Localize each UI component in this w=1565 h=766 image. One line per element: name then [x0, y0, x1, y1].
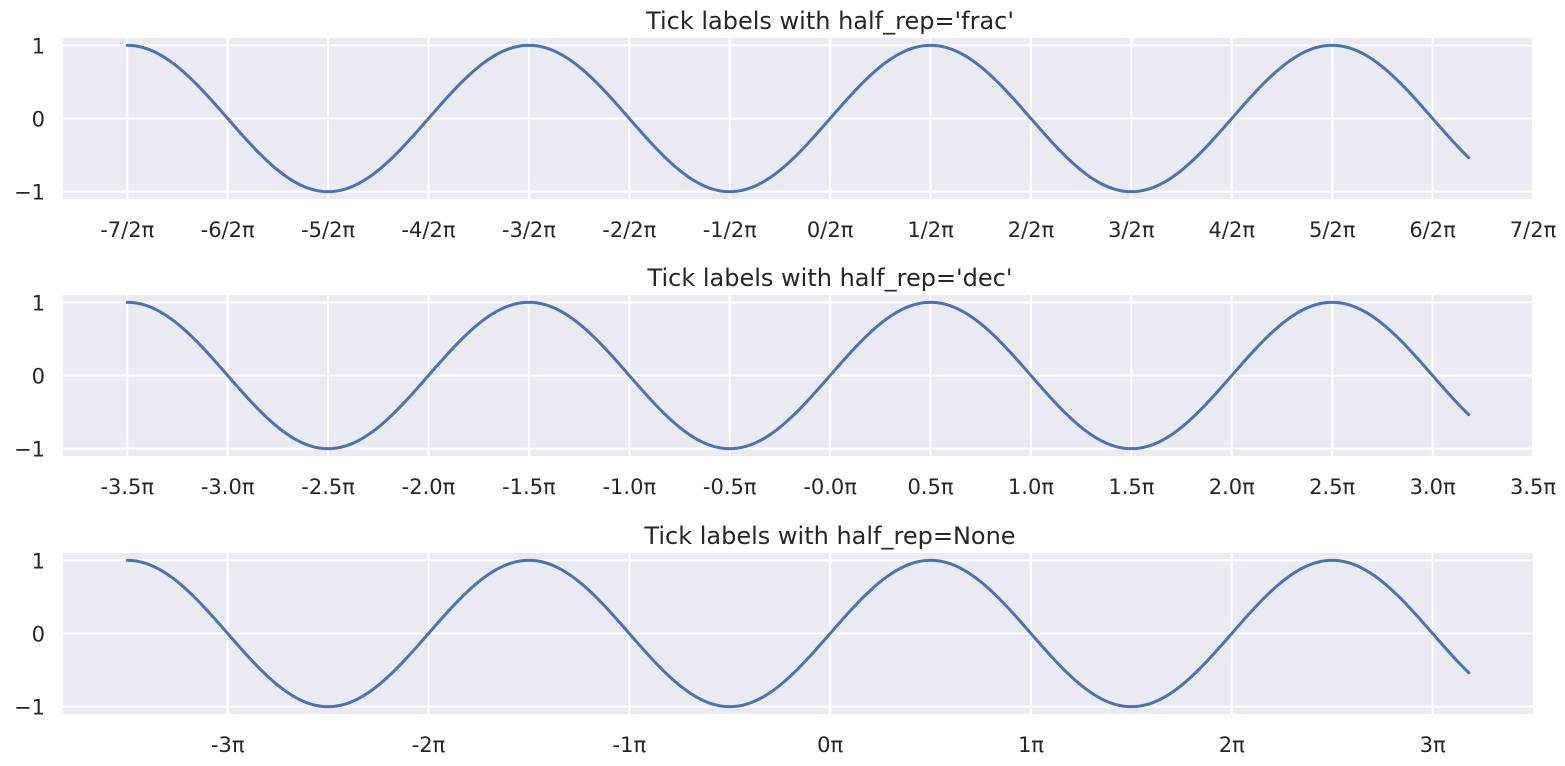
x-tick-label: -1/2π: [703, 218, 757, 242]
x-tick-label: -2/2π: [602, 218, 656, 242]
x-tick-label: -2π: [412, 733, 446, 757]
series-line: [125, 300, 1471, 451]
x-tick-label: -0.0π: [803, 475, 857, 499]
x-tick-label: -2.0π: [402, 475, 456, 499]
y-tick-label: −1: [14, 438, 45, 462]
series-line: [125, 558, 1471, 709]
subplot-dec: -3.5π -3.0π -2.5π -2.0π -1.5π -1.0π -0.5π -0.0π…: [14, 264, 1556, 499]
x-tick-label: 6/2π: [1409, 218, 1456, 242]
chart-title: Tick labels with half_rep=None: [643, 522, 1015, 550]
x-tick-label: 5/2π: [1309, 218, 1356, 242]
chart-title: Tick labels with half_rep='frac': [645, 7, 1014, 35]
x-tick-label: 4/2π: [1209, 218, 1256, 242]
x-tick-label: 3.0π: [1410, 475, 1456, 499]
x-tick-label: -3.0π: [201, 475, 255, 499]
x-tick-label: 2π: [1219, 733, 1245, 757]
x-tick-label: -4/2π: [401, 218, 455, 242]
y-tick-label: 1: [32, 549, 45, 573]
x-tick-label: 1π: [1018, 733, 1044, 757]
x-tick-label: -1.5π: [502, 475, 556, 499]
x-tick-label: 3.5π: [1510, 475, 1556, 499]
chart-title: Tick labels with half_rep='dec': [647, 264, 1013, 292]
x-tick-label: 3π: [1420, 733, 1446, 757]
x-tick-label: -5/2π: [301, 218, 355, 242]
x-tick-label: -1π: [613, 733, 647, 757]
x-tick-label: -0.5π: [703, 475, 757, 499]
y-tick-label: 0: [32, 623, 45, 647]
x-tick-label: 2.0π: [1209, 475, 1255, 499]
x-tick-label: -1.0π: [602, 475, 656, 499]
x-tick-label: 1.5π: [1108, 475, 1154, 499]
x-tick-label: 0.5π: [908, 475, 954, 499]
y-tick-label: 0: [32, 365, 45, 389]
x-tick-label: -6/2π: [201, 218, 255, 242]
y-tick-label: 1: [32, 34, 45, 58]
x-tick-label: 0π: [817, 733, 843, 757]
series-line: [125, 43, 1471, 194]
x-tick-label: -3π: [211, 733, 245, 757]
subplot-none: -3π -2π -1π 0π 1π 2π 3π −1 0 1 Tick labels with ha…: [14, 522, 1533, 757]
x-tick-label: -7/2π: [100, 218, 154, 242]
x-tick-label: -3.5π: [100, 475, 154, 499]
y-tick-label: 1: [32, 291, 45, 315]
x-tick-label: -3/2π: [502, 218, 556, 242]
y-tick-label: −1: [14, 696, 45, 720]
y-tick-label: 0: [32, 108, 45, 132]
x-tick-label: 2.5π: [1309, 475, 1355, 499]
subplot-frac: -7/2π -6/2π -5/2π -4/2π -3/2π -2/2π -1/2π 0/2π 1…: [14, 7, 1557, 242]
x-tick-label: 0/2π: [807, 218, 854, 242]
x-tick-label: 7/2π: [1510, 218, 1557, 242]
y-tick-label: −1: [14, 181, 45, 205]
x-tick-label: 1.0π: [1008, 475, 1054, 499]
x-tick-label: -2.5π: [301, 475, 355, 499]
x-tick-label: 3/2π: [1108, 218, 1155, 242]
x-tick-label: 1/2π: [907, 218, 954, 242]
x-tick-label: 2/2π: [1008, 218, 1055, 242]
